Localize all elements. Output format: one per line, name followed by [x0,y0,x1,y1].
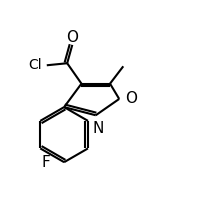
Text: F: F [41,155,50,170]
Text: N: N [92,121,104,136]
Text: O: O [125,91,137,106]
Text: Cl: Cl [28,58,42,72]
Text: O: O [66,30,78,45]
